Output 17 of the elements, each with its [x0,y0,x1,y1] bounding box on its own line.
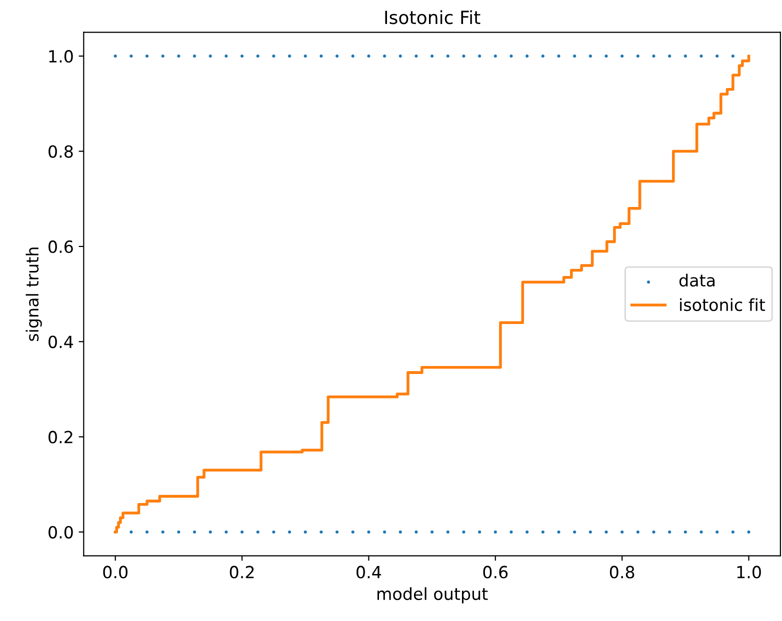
y-tick-label: 0.6 [48,240,73,254]
legend-label: isotonic fit [680,298,766,312]
legend-label: data [679,274,715,287]
x-axis-title: model output [377,587,488,604]
x-tick-label: 0.0 [103,566,128,578]
x-tick-label: 0.6 [483,566,508,578]
chart-title: Isotonic Fit [385,10,480,24]
x-tick-label: 0.4 [356,566,382,578]
y-tick-label: 0.2 [48,430,72,444]
y-tick-label: 0.8 [48,145,73,158]
y-tick-label: 1.0 [49,50,73,63]
x-tick-label: 1.0 [737,566,761,578]
y-tick-label: 0.4 [48,336,74,348]
y-tick-label: 0.0 [48,526,73,539]
x-tick-label: 0.8 [610,566,634,578]
y-axis-title: signal truth [26,248,42,341]
x-tick-label: 0.2 [230,566,254,578]
